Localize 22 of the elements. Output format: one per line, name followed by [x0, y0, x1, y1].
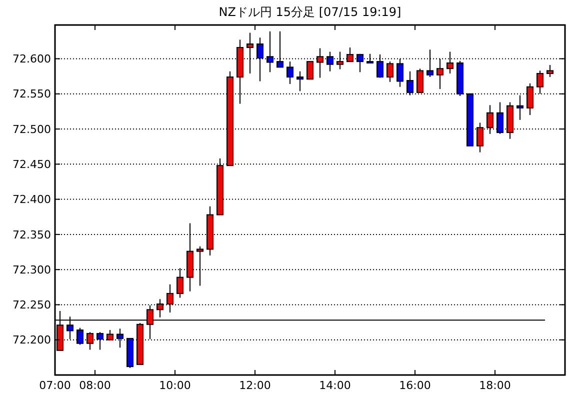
- x-tick-label: 08:00: [79, 379, 111, 392]
- chart-title: NZドル円 15分足 [07/15 19:19]: [218, 5, 402, 19]
- y-tick-label: 72.500: [12, 122, 51, 136]
- candlestick: [296, 70, 304, 92]
- y-tick-label: 72.450: [12, 158, 51, 172]
- y-tick-label: 72.350: [12, 228, 51, 242]
- candlestick: [286, 61, 294, 85]
- x-tick-label: 14:00: [319, 379, 351, 392]
- x-tick-label: 10:00: [159, 379, 191, 392]
- y-tick-label: 72.400: [12, 193, 51, 206]
- x-tick-label: 12:00: [239, 379, 271, 392]
- candlestick: [546, 64, 554, 78]
- y-tick-label: 72.200: [12, 334, 51, 347]
- y-tick-label: 72.250: [12, 298, 51, 312]
- x-tick-label: 18:00: [479, 379, 511, 392]
- x-tick-label: 16:00: [399, 379, 431, 392]
- candlestick: [386, 61, 394, 82]
- y-tick-label: 72.300: [12, 263, 51, 276]
- y-tick-label: 72.600: [12, 52, 51, 66]
- candlestick: [306, 61, 314, 80]
- x-tick-label: 07:00: [39, 379, 71, 392]
- y-tick-label: 72.550: [12, 88, 51, 101]
